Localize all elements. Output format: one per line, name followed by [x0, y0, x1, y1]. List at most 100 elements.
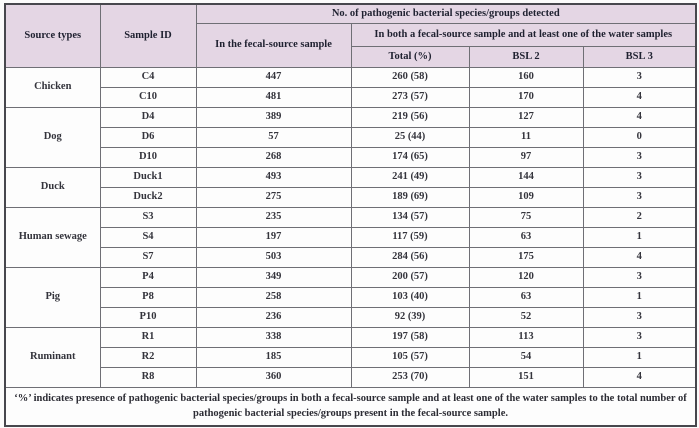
fecal-source-count-cell: 185 — [195, 346, 352, 368]
fecal-source-count-cell: 481 — [195, 86, 352, 108]
bsl2-count-cell: 97 — [468, 146, 584, 168]
table-row: Pig P4 349 200 (57) 120 3 — [4, 266, 697, 328]
total-pct-cell: 174 (65) — [350, 146, 470, 168]
sample-id-cell: R2 — [99, 346, 197, 368]
bsl2-count-cell: 151 — [468, 366, 584, 388]
bsl3-count-cell: 4 — [582, 86, 697, 108]
sample-id-cell: C4 — [99, 66, 197, 88]
fecal-source-count-cell: 258 — [195, 286, 352, 308]
total-pct-cell: 105 (57) — [350, 346, 470, 368]
total-pct-cell: 25 (44) — [350, 126, 470, 148]
bsl2-count-cell: 75 — [468, 206, 584, 228]
sample-id-cell: Duck2 — [99, 186, 197, 208]
sample-id-cell: C10 — [99, 86, 197, 108]
total-pct-cell: 241 (49) — [350, 166, 470, 188]
total-pct-cell: 253 (70) — [350, 366, 470, 388]
table-row: D10 268 174 (65) 97 3 — [5, 146, 697, 168]
column-header-bsl2: BSL 2 — [468, 45, 584, 68]
column-header-detected-group: No. of pathogenic bacterial species/grou… — [195, 3, 697, 24]
bsl2-count-cell: 120 — [468, 266, 584, 288]
sample-id-cell: S3 — [99, 206, 197, 228]
bsl2-count-cell: 127 — [468, 106, 584, 128]
sample-id-cell: P4 — [99, 266, 197, 288]
total-pct-cell: 189 (69) — [350, 186, 470, 208]
table-row: S4 197 117 (59) 63 1 — [5, 226, 697, 248]
header-row-3: Total (%) BSL 2 BSL 3 — [5, 45, 697, 68]
source-type-cell: Chicken — [4, 66, 101, 108]
table-row: R2 185 105 (57) 54 1 — [5, 346, 697, 368]
fecal-source-count-cell: 275 — [195, 186, 352, 208]
bsl3-count-cell: 3 — [582, 146, 697, 168]
table-row: Human sewage S3 235 134 (57) 75 2 — [4, 206, 697, 268]
bsl2-count-cell: 52 — [468, 306, 584, 328]
column-header-both-samples: In both a fecal-source sample and at lea… — [350, 22, 697, 47]
bsl3-count-cell: 3 — [582, 186, 697, 208]
bsl3-count-cell: 4 — [582, 106, 697, 128]
bsl3-count-cell: 3 — [582, 306, 697, 328]
total-pct-cell: 117 (59) — [350, 226, 470, 248]
fecal-source-count-cell: 503 — [195, 246, 352, 268]
sample-id-cell: P8 — [99, 286, 197, 308]
sample-id-cell: S4 — [99, 226, 197, 248]
sample-id-cell: R8 — [99, 366, 197, 388]
total-pct-cell: 219 (56) — [350, 106, 470, 128]
header-row-1: Source types Sample ID No. of pathogenic… — [4, 3, 697, 68]
table-row: R8 360 253 (70) 151 4 — [5, 366, 697, 388]
bsl3-count-cell: 0 — [582, 126, 697, 148]
bsl3-count-cell: 3 — [582, 326, 697, 348]
source-type-cell: Human sewage — [4, 206, 101, 268]
sample-id-cell: Duck1 — [99, 166, 197, 188]
total-pct-cell: 197 (58) — [350, 326, 470, 348]
table-row: Duck Duck1 493 241 (49) 144 3 — [4, 166, 697, 208]
table-row: Dog D4 389 219 (56) 127 4 — [4, 106, 697, 168]
bsl3-count-cell: 4 — [582, 246, 697, 268]
column-header-sample-id: Sample ID — [99, 3, 197, 68]
sample-id-cell: P10 — [99, 306, 197, 328]
bsl3-count-cell: 3 — [582, 266, 697, 288]
table-row: C10 481 273 (57) 170 4 — [5, 86, 697, 108]
total-pct-cell: 273 (57) — [350, 86, 470, 108]
fecal-source-count-cell: 493 — [195, 166, 352, 188]
fecal-source-count-cell: 268 — [195, 146, 352, 168]
source-type-cell: Pig — [4, 266, 101, 328]
table-row: S7 503 284 (56) 175 4 — [5, 246, 697, 268]
bsl2-count-cell: 113 — [468, 326, 584, 348]
bsl3-count-cell: 3 — [582, 66, 697, 88]
fecal-source-count-cell: 338 — [195, 326, 352, 348]
table-row: Chicken C4 447 260 (58) 160 3 — [4, 66, 697, 108]
fecal-source-count-cell: 447 — [195, 66, 352, 88]
bsl3-count-cell: 2 — [582, 206, 697, 228]
footnote-text: ‘%’ indicates presence of pathogenic bac… — [4, 386, 697, 427]
pathogen-detection-table: Source types Sample ID No. of pathogenic… — [4, 3, 697, 427]
bsl2-count-cell: 144 — [468, 166, 584, 188]
fecal-source-count-cell: 197 — [195, 226, 352, 248]
bsl3-count-cell: 4 — [582, 366, 697, 388]
column-header-source-types: Source types — [4, 3, 101, 68]
table-row: Duck2 275 189 (69) 109 3 — [5, 186, 697, 208]
table-row: P10 236 92 (39) 52 3 — [5, 306, 697, 328]
bsl2-count-cell: 54 — [468, 346, 584, 368]
sample-id-cell: D10 — [99, 146, 197, 168]
fecal-source-count-cell: 389 — [195, 106, 352, 128]
bsl2-count-cell: 63 — [468, 286, 584, 308]
bsl2-count-cell: 160 — [468, 66, 584, 88]
total-pct-cell: 200 (57) — [350, 266, 470, 288]
table-row: P8 258 103 (40) 63 1 — [5, 286, 697, 308]
fecal-source-count-cell: 349 — [195, 266, 352, 288]
total-pct-cell: 92 (39) — [350, 306, 470, 328]
table-footer: ‘%’ indicates presence of pathogenic bac… — [4, 386, 697, 427]
bsl2-count-cell: 175 — [468, 246, 584, 268]
total-pct-cell: 260 (58) — [350, 66, 470, 88]
column-header-fecal-source-sample: In the fecal-source sample — [195, 22, 352, 68]
source-type-cell: Ruminant — [4, 326, 101, 388]
total-pct-cell: 134 (57) — [350, 206, 470, 228]
fecal-source-count-cell: 236 — [195, 306, 352, 328]
bsl3-count-cell: 1 — [582, 346, 697, 368]
column-header-total-pct: Total (%) — [350, 45, 470, 68]
total-pct-cell: 284 (56) — [350, 246, 470, 268]
total-pct-cell: 103 (40) — [350, 286, 470, 308]
bsl2-count-cell: 170 — [468, 86, 584, 108]
sample-id-cell: D6 — [99, 126, 197, 148]
sample-id-cell: R1 — [99, 326, 197, 348]
bsl2-count-cell: 109 — [468, 186, 584, 208]
